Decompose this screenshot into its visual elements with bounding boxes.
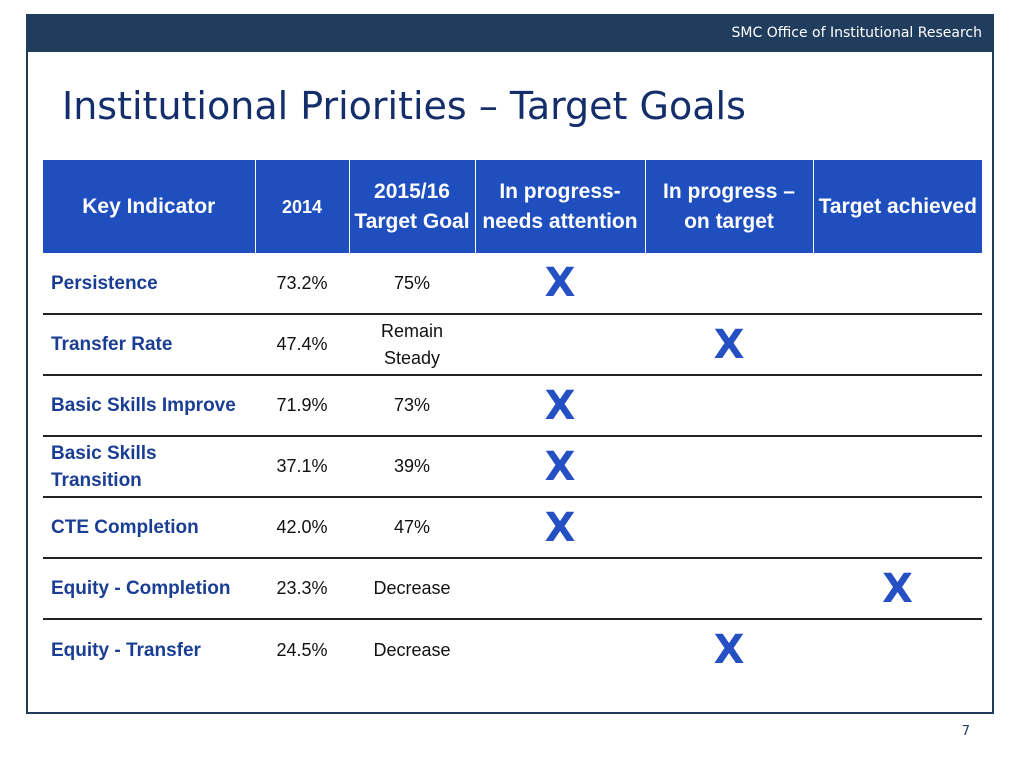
column-header-on-target: In progress – on target	[645, 160, 814, 253]
on-target-cell	[645, 497, 813, 559]
needs-attention-cell	[475, 619, 645, 680]
indicator-cell: Basic Skills Improve	[43, 375, 255, 437]
needs-attention-cell	[475, 558, 645, 620]
target-goal-cell: Remain Steady	[349, 314, 475, 376]
target-goal-cell: Decrease	[373, 639, 451, 660]
indicator-cell: Transfer Rate	[43, 314, 255, 376]
table-row: Equity - Completion 23.3% Decrease X	[43, 558, 982, 620]
target-goal-cell: 75%	[349, 253, 475, 315]
value-2014-cell: 23.3%	[255, 558, 349, 620]
table-body: Persistence 73.2% 75% X Transfer Rate 47.4% Re…	[43, 253, 982, 680]
target-achieved-cell	[813, 375, 982, 437]
column-header-target-achieved: Target achieved	[813, 160, 982, 253]
target-goal-cell: 39%	[349, 436, 475, 498]
table-row: Basic Skills Transition 37.1% 39% X	[43, 436, 982, 498]
slide-title: Institutional Priorities – Target Goals	[62, 84, 746, 128]
column-header-needs-attention: In progress- needs attention	[475, 160, 646, 253]
on-target-cell: X	[713, 627, 745, 673]
target-achieved-cell	[813, 497, 982, 559]
needs-attention-cell: X	[475, 436, 645, 498]
value-2014-cell: 71.9%	[255, 375, 349, 437]
on-target-cell	[645, 558, 813, 620]
value-2014-cell: 42.0%	[255, 497, 349, 559]
indicator-cell: Equity - Completion	[43, 558, 255, 620]
target-achieved-cell: X	[813, 558, 982, 620]
needs-attention-cell: X	[475, 253, 645, 315]
target-goal-cell: Decrease	[349, 558, 475, 620]
column-header-key-indicator: Key Indicator	[43, 160, 256, 253]
on-target-cell: X	[645, 314, 813, 376]
column-header-target-goal: 2015/16 Target Goal	[349, 160, 476, 253]
target-achieved-cell	[813, 436, 982, 498]
on-target-cell	[645, 375, 813, 437]
indicator-cell: CTE Completion	[43, 497, 255, 559]
needs-attention-cell: X	[475, 375, 645, 437]
key-indicator-table: Key Indicator 2014 2015/16 Target Goal I…	[43, 160, 982, 680]
needs-attention-cell: X	[475, 497, 645, 559]
page-number: 7	[961, 724, 970, 739]
target-achieved-cell	[813, 314, 982, 376]
target-goal-cell: 47%	[349, 497, 475, 559]
table-row: Equity - Transfer 24.5% Decrease X	[43, 619, 982, 680]
target-achieved-cell	[813, 253, 982, 315]
target-goal-cell: 73%	[349, 375, 475, 437]
indicator-cell: Basic Skills Transition	[43, 436, 255, 498]
table-header-row: Key Indicator 2014 2015/16 Target Goal I…	[43, 160, 982, 253]
value-2014-cell: 73.2%	[255, 253, 349, 315]
needs-attention-cell	[475, 314, 645, 376]
table-row: Basic Skills Improve 71.9% 73% X	[43, 375, 982, 437]
value-2014-cell: 37.1%	[255, 436, 349, 498]
target-achieved-cell	[813, 619, 982, 680]
table-row: CTE Completion 42.0% 47% X	[43, 497, 982, 559]
table-row: Transfer Rate 47.4% Remain Steady X	[43, 314, 982, 376]
on-target-cell	[645, 253, 813, 315]
column-header-2014: 2014	[255, 160, 350, 253]
on-target-cell	[645, 436, 813, 498]
indicator-cell: Persistence	[43, 253, 255, 315]
table-row: Persistence 73.2% 75% X	[43, 253, 982, 315]
header-bar: SMC Office of Institutional Research	[26, 14, 994, 52]
header-org-label: SMC Office of Institutional Research	[731, 25, 982, 41]
value-2014-cell: 24.5%	[276, 639, 328, 660]
value-2014-cell: 47.4%	[255, 314, 349, 376]
indicator-cell: Equity - Transfer	[51, 639, 201, 661]
